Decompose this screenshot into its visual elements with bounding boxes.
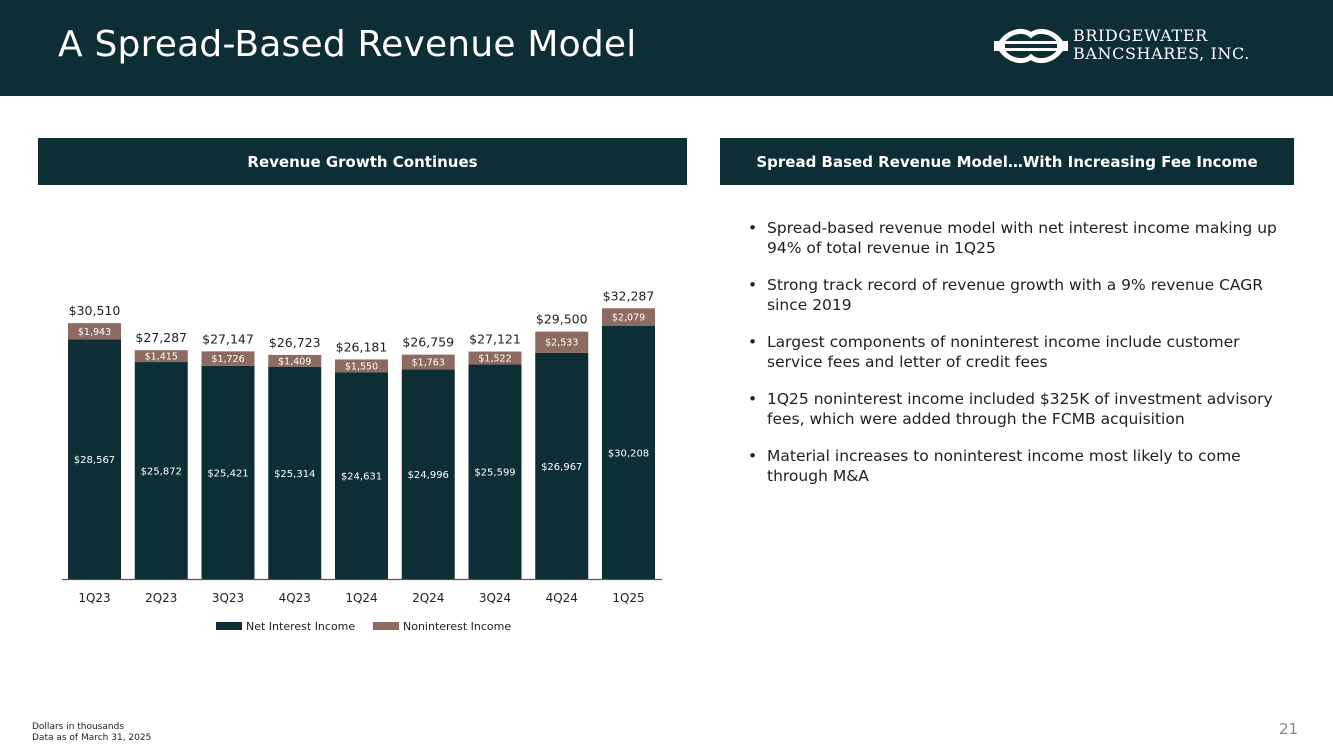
data-label-net-interest-income: $24,631	[341, 472, 382, 483]
bullet-text: Strong track record of revenue growth wi…	[767, 276, 1264, 314]
data-label-noninterest-income: $1,409	[278, 356, 311, 367]
legend-label-noninterest-income: Noninterest Income	[403, 620, 511, 633]
header-bar: A Spread-Based Revenue Model BRIDGEWATER…	[0, 0, 1333, 96]
bar-noninterest-income	[201, 351, 255, 366]
data-label-net-interest-income: $25,314	[274, 469, 315, 480]
data-label-net-interest-income: $25,872	[141, 467, 182, 478]
data-label-noninterest-income: $2,533	[545, 338, 578, 349]
bar-net-interest-income	[335, 372, 388, 579]
footnote-units: Dollars in thousands	[32, 722, 125, 732]
legend-label-net-interest-income: Net Interest Income	[246, 620, 355, 633]
bullet-dot-icon: •	[748, 219, 758, 237]
bar-noninterest-income	[335, 359, 388, 373]
bar-net-interest-income	[68, 339, 121, 579]
bullet-text: Material increases to noninterest income…	[767, 447, 1241, 485]
bullet-text: Spread-based revenue model with net inte…	[767, 219, 1277, 257]
data-label-total: $26,723	[269, 335, 321, 350]
bar-noninterest-income	[134, 350, 188, 363]
data-label-noninterest-income: $1,522	[478, 353, 511, 364]
bullet-text: 1Q25 noninterest income included $325K o…	[767, 390, 1273, 428]
bar-net-interest-income	[401, 369, 455, 579]
x-tick-label: 2Q24	[412, 591, 444, 605]
bar-noninterest-income	[602, 308, 655, 326]
bullet-item: • Spread-based revenue model with net int…	[748, 218, 1288, 258]
data-label-total: $26,181	[336, 339, 388, 354]
x-tick-label: 1Q23	[78, 591, 110, 605]
data-label-net-interest-income: $24,996	[408, 470, 449, 481]
data-label-noninterest-income: $1,726	[211, 354, 244, 365]
x-tick-label: 3Q23	[212, 591, 244, 605]
x-tick-label: 4Q23	[279, 591, 311, 605]
legend-swatch-noninterest-income	[373, 622, 399, 630]
data-label-total: $32,287	[603, 288, 655, 303]
bar-noninterest-income	[68, 323, 121, 340]
bar-noninterest-income	[268, 354, 322, 367]
data-label-net-interest-income: $25,421	[207, 468, 248, 479]
data-label-noninterest-income: $1,415	[145, 352, 178, 363]
bullet-text: Largest components of noninterest income…	[767, 333, 1240, 371]
bullet-dot-icon: •	[748, 333, 758, 351]
legend-swatch-net-interest-income	[216, 622, 242, 630]
revenue-stacked-bar-chart: $28,567 $1,943 $30,510 1Q23 $25,872 $1,415 $27…	[62, 288, 662, 633]
bullet-dot-icon: •	[748, 447, 758, 465]
bar-net-interest-income	[468, 364, 522, 579]
bar-net-interest-income	[134, 362, 188, 579]
x-tick-label: 3Q24	[479, 591, 511, 605]
data-label-noninterest-income: $1,550	[345, 361, 378, 372]
x-tick-label: 1Q25	[612, 591, 644, 605]
bar-net-interest-income	[201, 365, 255, 579]
logo-emblem-icon	[994, 28, 1068, 64]
page-number: 21	[1279, 720, 1299, 738]
data-label-total: $29,500	[536, 312, 588, 327]
page-title: A Spread-Based Revenue Model	[58, 24, 637, 65]
data-label-total: $27,121	[469, 332, 521, 347]
data-label-total: $26,759	[402, 335, 454, 350]
data-label-net-interest-income: $25,599	[474, 468, 515, 479]
data-label-total: $30,510	[69, 303, 121, 318]
bar-noninterest-income	[535, 331, 589, 353]
bullet-item: • Largest components of noninterest incom…	[748, 332, 1288, 372]
footnotes: Dollars in thousands Data as of March 31…	[32, 722, 151, 744]
data-label-noninterest-income: $1,943	[78, 327, 111, 338]
data-label-net-interest-income: $28,567	[74, 455, 115, 466]
bar-noninterest-income	[401, 354, 455, 370]
data-label-total: $27,287	[135, 330, 187, 345]
bullet-dot-icon: •	[748, 390, 758, 408]
footnote-date: Data as of March 31, 2025	[32, 733, 152, 743]
bullet-dot-icon: •	[748, 276, 758, 294]
data-label-net-interest-income: $30,208	[608, 448, 649, 459]
x-tick-label: 1Q24	[345, 591, 377, 605]
data-label-total: $27,147	[202, 331, 254, 346]
bullet-item: • Material increases to noninterest incom…	[748, 446, 1288, 486]
revenue-growth-heading: Revenue Growth Continues	[38, 138, 687, 185]
bar-net-interest-income	[268, 366, 322, 579]
x-tick-label: 4Q24	[546, 591, 578, 605]
logo-line-2: BANCSHARES, INC.	[1073, 44, 1250, 63]
logo-line-1: BRIDGEWATER	[1073, 26, 1208, 45]
bar-net-interest-income	[535, 352, 589, 579]
revenue-model-heading: Spread Based Revenue Model…With Increasi…	[720, 138, 1294, 185]
company-logo: BRIDGEWATER BANCSHARES, INC.	[993, 24, 1268, 70]
bullet-item: • Strong track record of revenue growth w…	[748, 275, 1288, 315]
x-tick-label: 2Q23	[145, 591, 177, 605]
logo-wordmark: BRIDGEWATER BANCSHARES, INC.	[1073, 27, 1250, 63]
bar-net-interest-income	[602, 325, 655, 579]
bar-noninterest-income	[468, 351, 522, 365]
bullet-item: • 1Q25 noninterest income included $325K …	[748, 389, 1288, 429]
data-label-noninterest-income: $2,079	[612, 312, 645, 323]
data-label-noninterest-income: $1,763	[412, 357, 445, 368]
data-label-net-interest-income: $26,967	[541, 462, 582, 473]
revenue-model-bullets: • Spread-based revenue model with net int…	[748, 218, 1288, 503]
